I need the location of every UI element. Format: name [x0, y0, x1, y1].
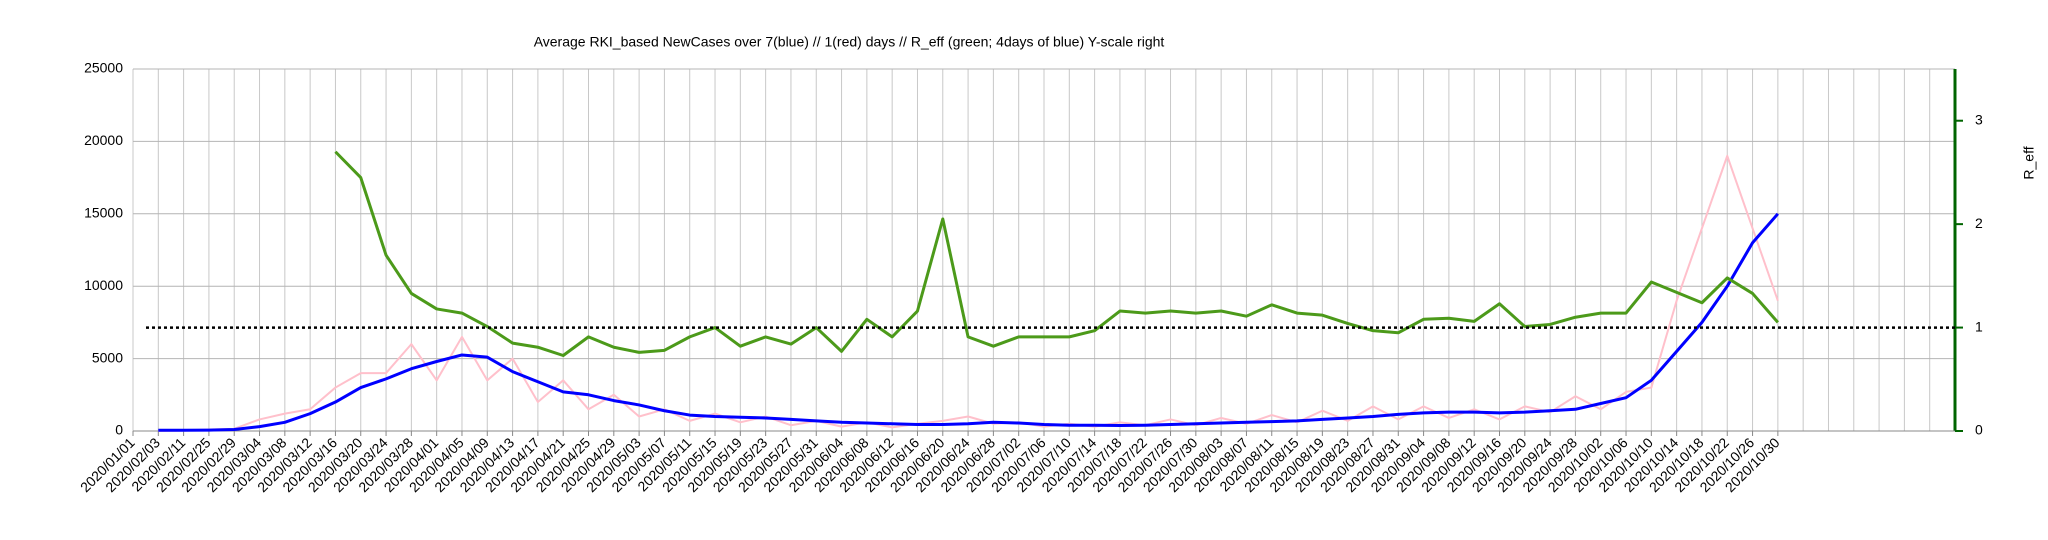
y2-tick-label: 0: [1975, 422, 1983, 438]
y2-tick-label: 2: [1975, 215, 1983, 231]
series-line: [334, 150, 1779, 357]
series-line: [158, 212, 1779, 432]
chart-title: Average RKI_based NewCases over 7(blue) …: [534, 34, 1165, 50]
y-tick-label: 15000: [84, 205, 123, 221]
y-tick-label: 10000: [84, 277, 123, 293]
y-tick-label: 25000: [84, 60, 123, 76]
y-tick-label: 20000: [84, 132, 123, 148]
y-tick-label: 0: [115, 422, 123, 438]
y2-axis-label: R_eff: [2021, 146, 2037, 179]
y2-tick-label: 3: [1975, 111, 1983, 127]
y2-tick-label: 1: [1975, 318, 1983, 334]
y-tick-label: 5000: [92, 349, 123, 365]
series-line: [158, 154, 1779, 432]
